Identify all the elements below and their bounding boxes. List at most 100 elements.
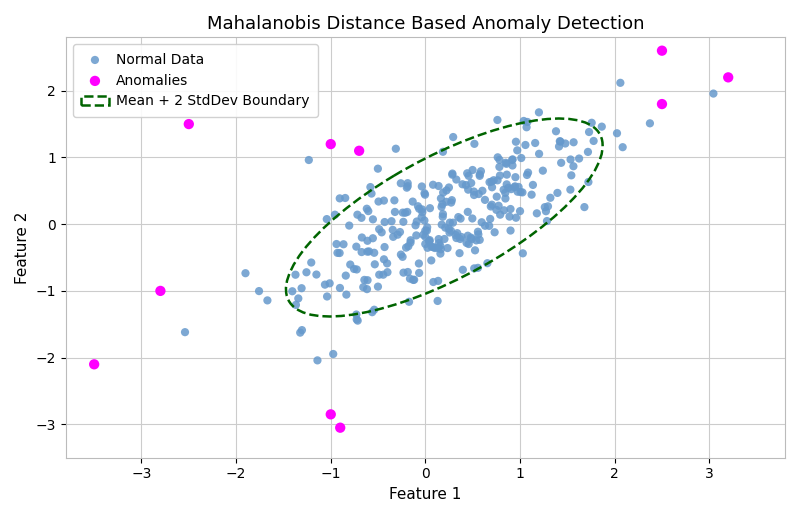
Normal Data [350,242,362,251]
Normal Data [595,123,608,131]
Normal Data [350,315,363,324]
Normal Data [351,316,364,325]
Normal Data [518,117,530,125]
Normal Data [486,201,498,209]
Normal Data [462,208,474,216]
Normal Data [454,235,466,243]
Normal Data [510,138,522,146]
Normal Data [386,226,399,234]
Normal Data [418,191,431,199]
Normal Data [339,271,352,280]
Normal Data [372,197,385,206]
Normal Data [506,155,519,163]
Normal Data [471,264,484,272]
Anomalies [324,140,337,148]
Normal Data [368,306,381,314]
Normal Data [435,221,448,229]
Normal Data [340,291,353,299]
Normal Data [327,350,340,358]
Normal Data [492,202,505,210]
Normal Data [331,249,344,257]
Normal Data [437,148,450,156]
Normal Data [381,259,394,267]
Normal Data [520,123,533,131]
Normal Data [416,205,429,214]
Normal Data [643,119,656,128]
Normal Data [402,182,414,190]
Normal Data [292,294,305,302]
Normal Data [432,277,445,285]
Normal Data [378,218,391,226]
Normal Data [450,175,462,184]
Normal Data [305,258,318,267]
Normal Data [454,215,467,223]
Normal Data [371,282,384,291]
Normal Data [484,215,497,223]
Normal Data [311,356,324,364]
Normal Data [413,269,426,277]
Normal Data [485,177,498,186]
Normal Data [438,235,451,243]
Normal Data [378,243,391,251]
Normal Data [445,199,458,207]
Normal Data [334,249,346,257]
Normal Data [460,239,473,247]
Normal Data [537,166,550,175]
Normal Data [468,140,481,148]
Normal Data [413,260,426,268]
Normal Data [467,187,480,195]
Normal Data [368,249,381,257]
Normal Data [440,197,453,206]
Normal Data [371,164,384,173]
Normal Data [450,234,463,242]
Normal Data [441,244,454,252]
Normal Data [508,183,521,191]
Normal Data [406,197,419,206]
Normal Data [425,256,438,265]
Normal Data [483,178,496,186]
Normal Data [554,138,566,146]
Normal Data [499,194,512,203]
Normal Data [368,260,381,268]
Normal Data [427,278,440,286]
Normal Data [493,156,506,164]
Normal Data [261,296,274,305]
Normal Data [434,245,447,253]
Normal Data [539,207,552,216]
Normal Data [432,182,445,190]
Normal Data [410,217,423,225]
Normal Data [533,150,546,158]
Normal Data [429,244,442,252]
Normal Data [443,219,456,227]
Normal Data [330,240,343,248]
Normal Data [521,171,534,179]
Normal Data [502,184,514,192]
Normal Data [494,172,506,180]
Normal Data [553,142,566,150]
Normal Data [466,235,478,243]
Normal Data [509,182,522,190]
Normal Data [334,284,346,292]
Normal Data [504,226,517,235]
Normal Data [286,287,298,295]
Normal Data [461,169,474,177]
Normal Data [582,128,595,136]
Normal Data [413,205,426,213]
Normal Data [500,180,513,189]
Normal Data [499,159,512,167]
Normal Data [397,218,410,226]
Normal Data [514,207,526,215]
Normal Data [320,215,333,223]
Normal Data [423,236,436,244]
Normal Data [446,196,458,204]
Normal Data [529,139,542,147]
Normal Data [462,232,474,240]
Anomalies [722,73,734,82]
Normal Data [610,129,623,138]
Normal Data [511,188,524,196]
Normal Data [310,270,323,279]
Normal Data [361,248,374,256]
Normal Data [515,154,528,162]
Normal Data [426,242,438,251]
Normal Data [446,171,458,179]
